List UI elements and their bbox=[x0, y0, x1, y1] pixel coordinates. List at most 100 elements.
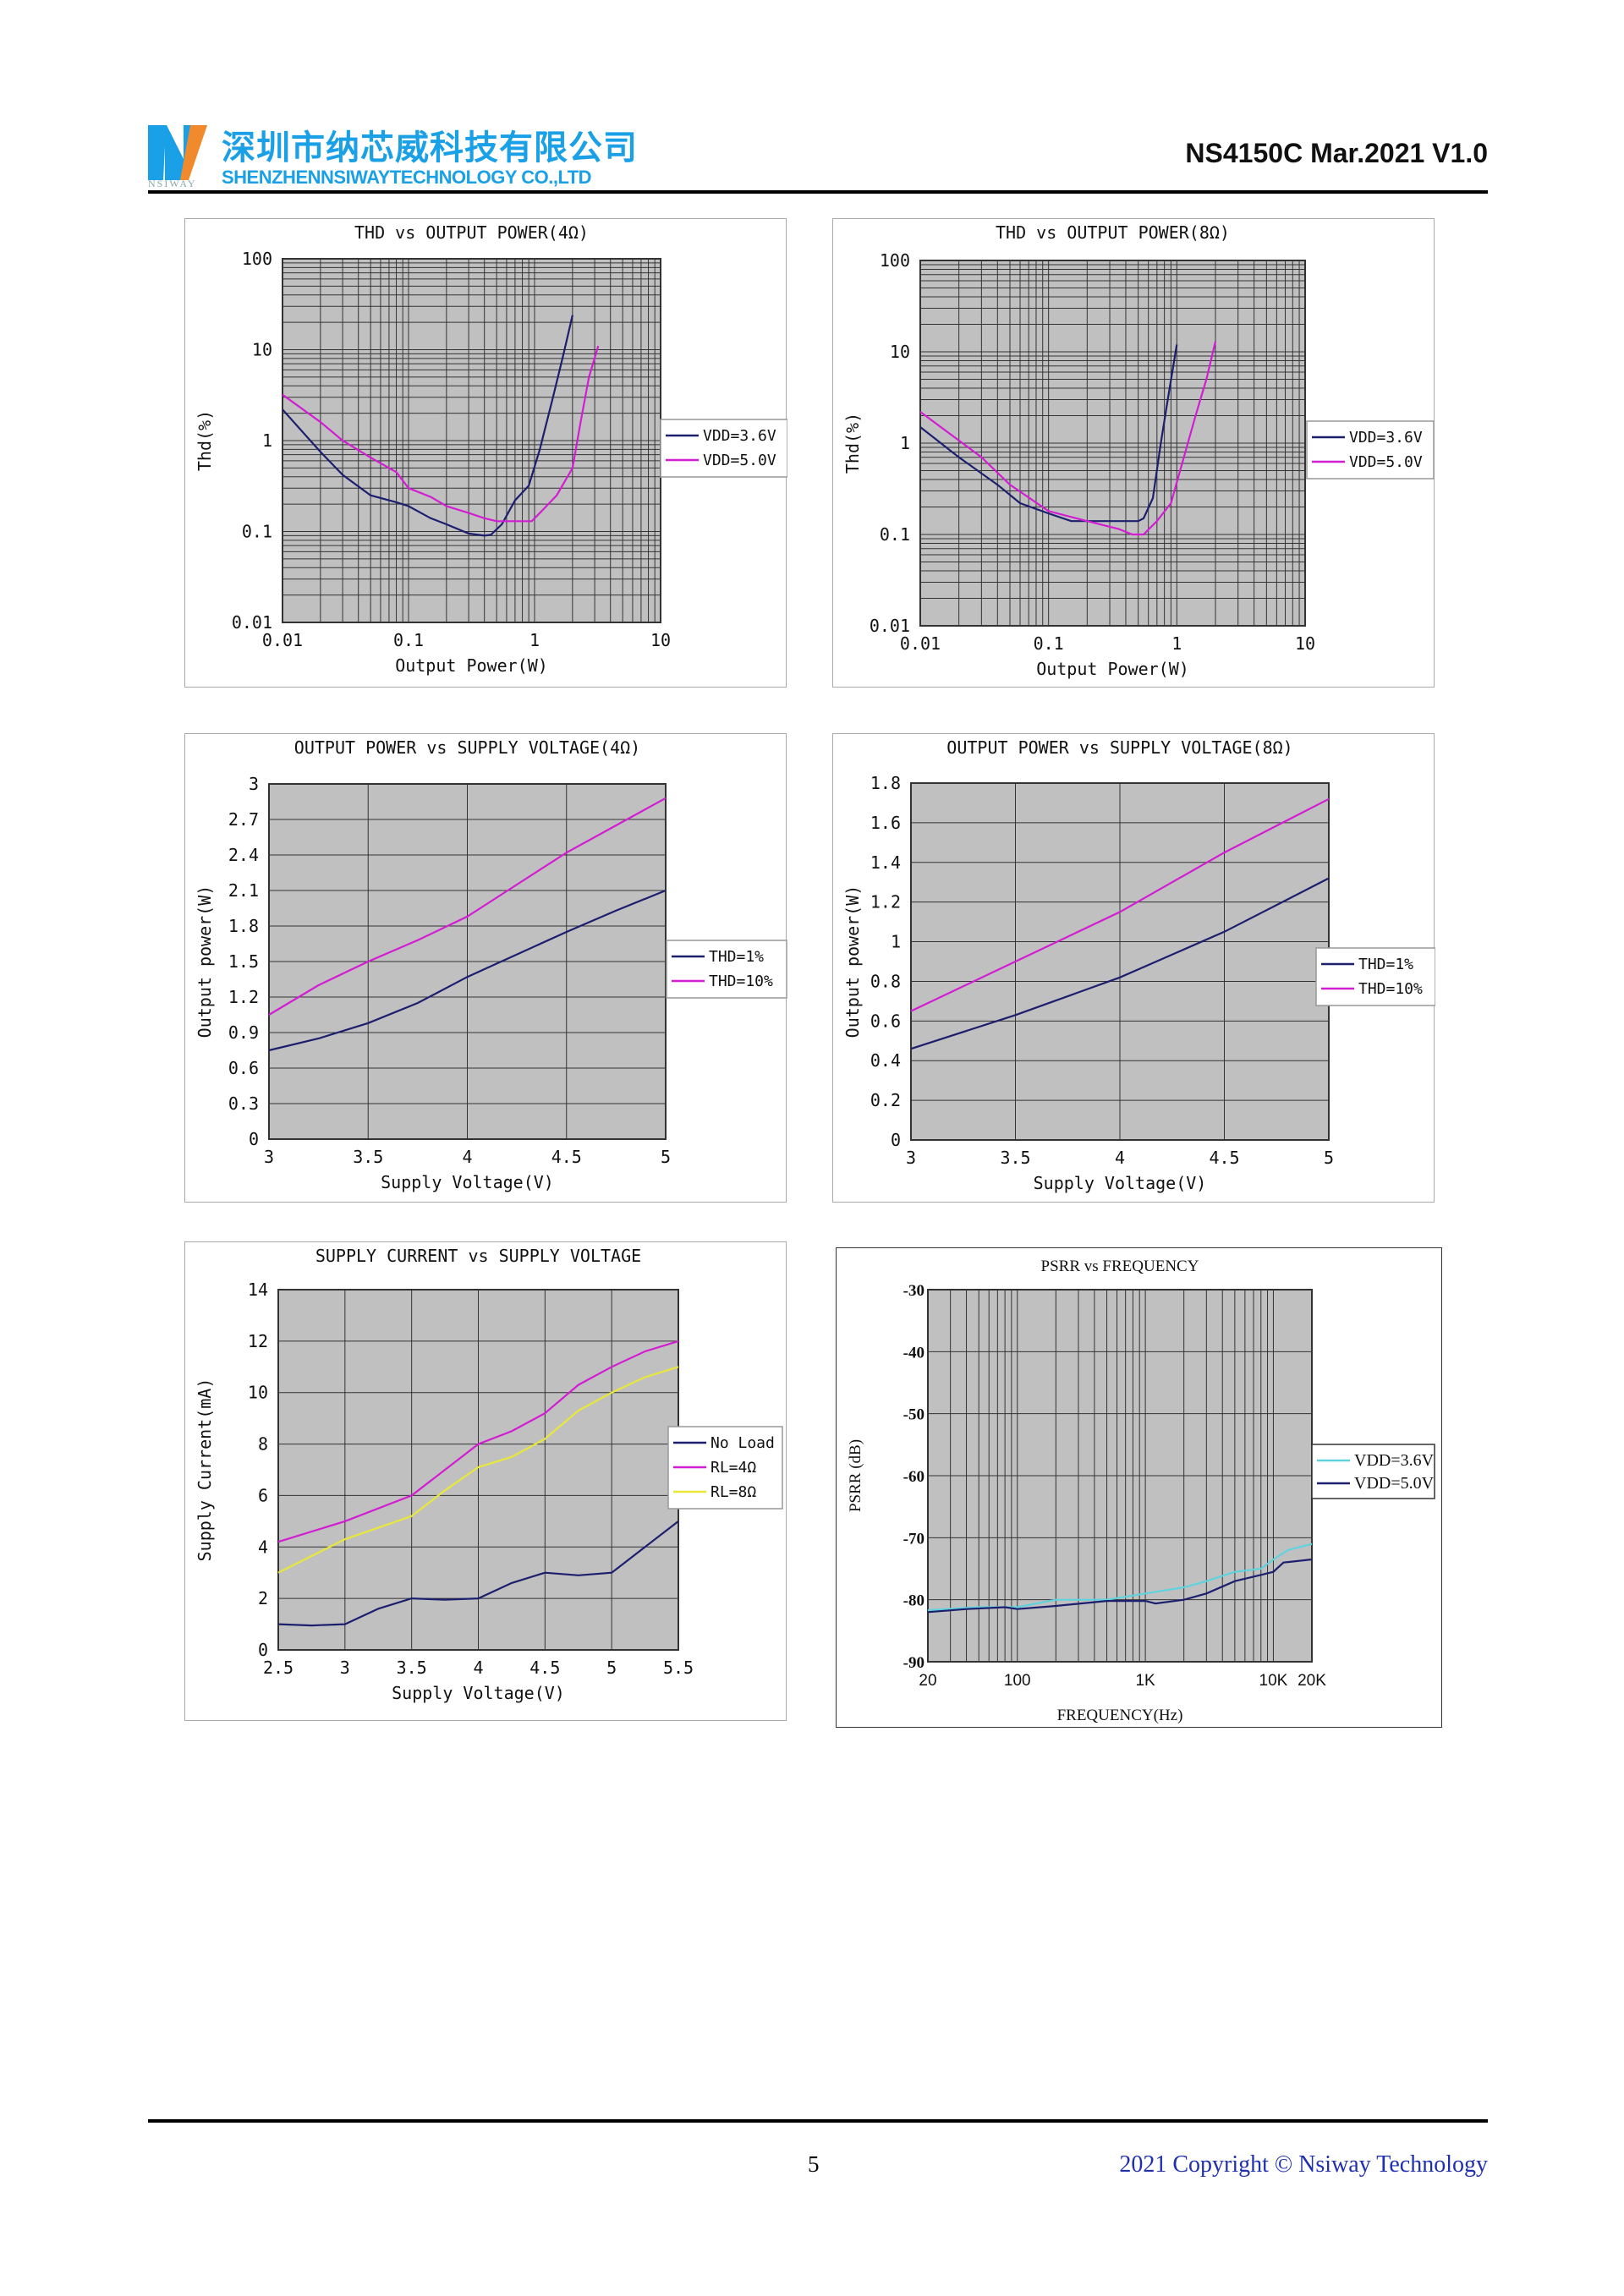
x-tick-label: 20 bbox=[919, 1672, 936, 1690]
x-tick-label: 4.5 bbox=[1209, 1148, 1239, 1168]
x-tick-label: 0.1 bbox=[393, 630, 424, 650]
x-tick-label: 3 bbox=[340, 1658, 350, 1678]
chart-svg: 3 3.5 4 4.5 5 0 0.2 0.4 0.6 0.8 1 1.2 1.4 1.6 1.8 OUTPU… bbox=[842, 737, 1435, 1193]
y-tick-label: -80 bbox=[903, 1592, 924, 1610]
chart-title: OUTPUT POWER vs SUPPLY VOLTAGE(4Ω) bbox=[294, 737, 640, 758]
legend-box bbox=[1306, 420, 1435, 479]
legend-label: THD=10% bbox=[1358, 980, 1423, 998]
x-tick-label: 3 bbox=[264, 1147, 274, 1167]
legend-label: VDD=5.0V bbox=[1354, 1474, 1435, 1493]
series-line-1 bbox=[282, 315, 573, 537]
y-tick-label: 0 bbox=[258, 1640, 268, 1660]
x-tick-label: 10 bbox=[650, 630, 671, 650]
legend-label: VDD=3.6V bbox=[1354, 1451, 1435, 1470]
x-axis-label: Output Power(W) bbox=[1036, 659, 1189, 679]
x-tick-label: 10K bbox=[1259, 1672, 1288, 1690]
x-axis-label: Supply Voltage(V) bbox=[392, 1683, 565, 1703]
x-tick-label: 1 bbox=[1171, 633, 1182, 654]
y-tick-label: 2 bbox=[258, 1588, 268, 1608]
y-tick-label: 4 bbox=[258, 1537, 268, 1557]
y-tick-label: 1.8 bbox=[228, 916, 259, 936]
chart-title: THD vs OUTPUT POWER(4Ω) bbox=[354, 222, 589, 243]
y-axis-label: Output power(W) bbox=[195, 885, 215, 1038]
chart-2: 0.01 0.1 1 10 0.01 0.1 1 10 100 THD vs OUTPUT POW… bbox=[832, 218, 1435, 688]
legend-box bbox=[1311, 1444, 1435, 1499]
y-axis-label: Thd(%) bbox=[842, 413, 863, 474]
x-tick-label: 4 bbox=[1115, 1148, 1125, 1168]
legend-label: RL=4Ω bbox=[710, 1459, 756, 1477]
legend-box bbox=[1315, 947, 1435, 1006]
y-tick-label: 2.7 bbox=[228, 809, 259, 830]
chart-svg: 0.01 0.1 1 10 0.01 0.1 1 10 100 THD vs OUTPUT POW… bbox=[842, 222, 1435, 679]
series-line-2 bbox=[910, 797, 1330, 1012]
plot-border bbox=[919, 260, 1306, 627]
y-tick-label: 1.6 bbox=[870, 813, 901, 833]
legend-box bbox=[666, 940, 787, 999]
series-line-2 bbox=[282, 345, 600, 523]
x-axis-label: FREQUENCY(Hz) bbox=[1057, 1707, 1183, 1724]
x-tick-label: 1 bbox=[529, 630, 540, 650]
y-tick-label: 8 bbox=[258, 1434, 268, 1455]
logo-small-text: NSIWAY bbox=[148, 178, 197, 189]
series-line-1 bbox=[277, 1521, 679, 1627]
x-tick-label: 20K bbox=[1298, 1672, 1326, 1690]
series-line-2 bbox=[268, 797, 667, 1016]
x-tick-label: 5 bbox=[606, 1658, 617, 1678]
y-tick-label: -40 bbox=[903, 1344, 924, 1362]
legend-box bbox=[660, 419, 787, 478]
x-tick-label: 3 bbox=[906, 1148, 916, 1168]
y-tick-label: 0.1 bbox=[242, 522, 272, 542]
x-tick-label: 1K bbox=[1135, 1672, 1155, 1690]
y-tick-label: 1.4 bbox=[870, 852, 901, 873]
y-tick-label: -60 bbox=[903, 1468, 924, 1486]
series-line-1 bbox=[910, 877, 1330, 1050]
y-axis-label: Thd(%) bbox=[195, 410, 215, 471]
chart-title: THD vs OUTPUT POWER(8Ω) bbox=[996, 222, 1230, 243]
series-line-2 bbox=[927, 1558, 1313, 1614]
x-axis-label: Supply Voltage(V) bbox=[1034, 1173, 1207, 1193]
series-line-2 bbox=[277, 1340, 679, 1543]
y-tick-label: 10 bbox=[890, 342, 910, 362]
legend-label: No Load bbox=[710, 1434, 775, 1452]
chart-svg: 20 100 1K 10K 20K -90 -80 -70 -60 -50 -40 -30 PSRR v… bbox=[847, 1258, 1435, 1724]
x-tick-label: 10 bbox=[1295, 633, 1315, 654]
y-tick-label: 6 bbox=[258, 1485, 268, 1505]
y-axis-label: PSRR (dB) bbox=[847, 1439, 864, 1512]
chart-5: 2.5 3 3.5 4 4.5 5 5.5 0 2 4 6 8 10 12 14 SUPPLY CURRENT… bbox=[184, 1241, 787, 1721]
chart-svg: 2.5 3 3.5 4 4.5 5 5.5 0 2 4 6 8 10 12 14 SUPPLY CURRENT… bbox=[195, 1246, 783, 1703]
y-tick-label: 1 bbox=[262, 430, 272, 451]
y-tick-label: 0.2 bbox=[870, 1090, 901, 1110]
chart-title: SUPPLY CURRENT vs SUPPLY VOLTAGE bbox=[315, 1246, 641, 1266]
y-tick-label: -30 bbox=[903, 1282, 924, 1300]
footer-divider bbox=[148, 2119, 1488, 2123]
y-tick-label: -50 bbox=[903, 1406, 924, 1424]
x-tick-label: 4 bbox=[473, 1658, 483, 1678]
x-tick-label: 0.1 bbox=[1034, 633, 1064, 654]
y-tick-label: 1.8 bbox=[870, 773, 901, 793]
x-tick-label: 5 bbox=[1324, 1148, 1334, 1168]
legend-label: RL=8Ω bbox=[710, 1483, 756, 1501]
series-line-1 bbox=[919, 344, 1178, 523]
x-tick-label: 4.5 bbox=[551, 1147, 582, 1167]
chart-4: 3 3.5 4 4.5 5 0 0.2 0.4 0.6 0.8 1 1.2 1.4 1.6 1.8 OUTPU… bbox=[832, 733, 1435, 1203]
y-tick-label: 0 bbox=[249, 1129, 259, 1149]
chart-6: 20 100 1K 10K 20K -90 -80 -70 -60 -50 -40 -30 PSRR v… bbox=[836, 1247, 1442, 1728]
y-tick-label: 10 bbox=[248, 1383, 268, 1403]
legend-label: THD=10% bbox=[709, 973, 773, 990]
copyright: 2021 Copyright © Nsiway Technology bbox=[1119, 2151, 1488, 2178]
company-name-cn: 深圳市纳芯威科技有限公司 bbox=[222, 129, 638, 167]
page-number: 5 bbox=[808, 2151, 820, 2177]
y-tick-label: 0.4 bbox=[870, 1050, 901, 1071]
y-tick-label: -70 bbox=[903, 1530, 924, 1548]
x-axis-label: Supply Voltage(V) bbox=[381, 1172, 554, 1192]
legend-label: VDD=3.6V bbox=[703, 427, 776, 445]
x-tick-label: 0.01 bbox=[262, 630, 303, 650]
y-axis-label: Output power(W) bbox=[842, 885, 863, 1038]
series-line-2 bbox=[919, 341, 1217, 536]
x-tick-label: 5.5 bbox=[663, 1658, 694, 1678]
series-line-1 bbox=[927, 1543, 1313, 1612]
y-tick-label: 0.6 bbox=[228, 1058, 259, 1078]
chart-title: PSRR vs FREQUENCY bbox=[1041, 1258, 1199, 1275]
x-tick-label: 100 bbox=[1004, 1672, 1031, 1690]
x-tick-label: 2.5 bbox=[263, 1658, 294, 1678]
